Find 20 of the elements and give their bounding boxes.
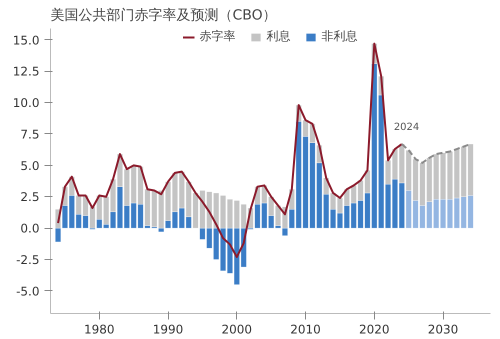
x-tick-label: 2020 (359, 322, 390, 336)
y-tick-label: 5.0 (20, 158, 40, 173)
y-tick-label: 0.0 (20, 222, 40, 236)
legend-label: 非利息 (322, 28, 358, 45)
y-tick-label: 10.0 (12, 96, 40, 110)
legend-label: 利息 (266, 28, 290, 45)
y-tick-label: 7.5 (20, 127, 40, 142)
x-tick-label: 2000 (222, 322, 252, 336)
y-tick-label: 2.5 (20, 190, 40, 204)
y-tick-label: 12.5 (12, 64, 40, 79)
x-tick-label: 1990 (152, 322, 184, 336)
x-tick-label: 2030 (428, 322, 458, 336)
x-tick-label: 2010 (290, 322, 321, 336)
legend-label: 赤字率 (200, 28, 236, 45)
y-tick-label: -2.5 (16, 253, 40, 268)
x-tick-label: 1980 (84, 322, 115, 336)
y-tick-label: -5.0 (16, 284, 40, 298)
y-tick-label: 15.0 (12, 33, 40, 48)
annotation: 2024 (394, 122, 420, 134)
chart-title: 美国公共部门赤字率及预测（CBO） (50, 8, 277, 24)
